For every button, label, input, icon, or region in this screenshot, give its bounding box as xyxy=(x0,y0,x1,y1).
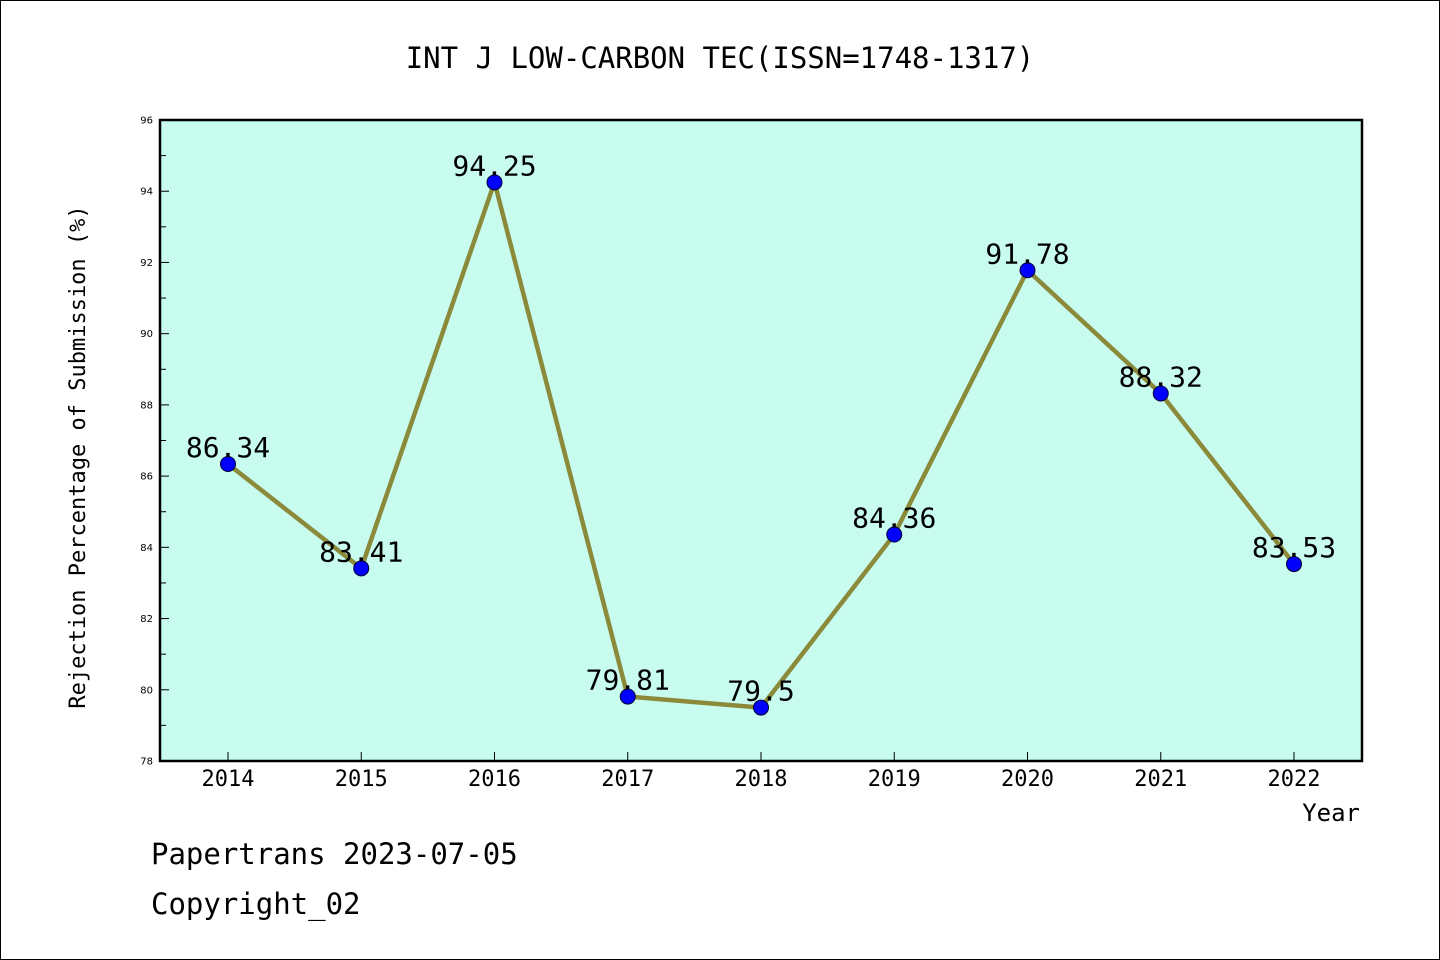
x-tick-label: 2022 xyxy=(1268,767,1321,792)
footer-copyright-text: Copyright_02 xyxy=(151,887,361,921)
x-tick-label: 2018 xyxy=(735,767,788,792)
chart-title: INT J LOW-CARBON TEC(ISSN=1748-1317) xyxy=(406,41,1035,75)
x-tick-label: 2015 xyxy=(335,767,388,792)
data-point-marker xyxy=(753,699,769,716)
data-label: 94.25 xyxy=(452,149,536,182)
data-label: 88.32 xyxy=(1119,360,1203,393)
plot-area xyxy=(158,118,1364,763)
series-layer xyxy=(220,174,1302,716)
data-point-marker xyxy=(1152,385,1169,402)
y-tick-label: 96 xyxy=(140,116,153,127)
x-tick-label: 2020 xyxy=(1001,767,1054,792)
data-label: 91.78 xyxy=(985,237,1069,270)
y-tick-label: 78 xyxy=(140,757,153,768)
data-point-marker xyxy=(1019,262,1036,279)
x-tick-label: 2014 xyxy=(202,767,255,792)
data-point-marker xyxy=(1286,556,1302,573)
data-label: 83.53 xyxy=(1252,531,1336,564)
y-tick-label: 94 xyxy=(140,187,153,198)
x-tick-label: 2016 xyxy=(468,767,521,792)
data-point-marker xyxy=(220,456,236,473)
y-axis: 78 80 82 84 86 88 90 92 94 96 xyxy=(140,116,169,768)
y-tick-label: 84 xyxy=(140,543,153,554)
y-tick-label: 80 xyxy=(140,685,153,696)
data-point-marker xyxy=(886,526,903,543)
data-labels: 86.34 83.41 94.25 79.81 79.5 84.36 91.78 88.32 8… xyxy=(186,149,1336,707)
x-tick-label: 2021 xyxy=(1134,767,1187,792)
x-tick-label: 2019 xyxy=(868,767,921,792)
x-axis: 2014 2015 2016 2017 2018 2019 2020 2021 2022 xyxy=(202,752,1321,792)
data-label: 84.36 xyxy=(852,502,936,535)
y-tick-label: 86 xyxy=(140,472,153,483)
data-point-marker xyxy=(353,560,370,577)
data-point-marker xyxy=(486,174,503,191)
x-tick-label: 2017 xyxy=(601,767,654,792)
data-label: 79.5 xyxy=(727,675,794,708)
x-axis-label: Year xyxy=(1302,799,1360,827)
y-tick-label: 90 xyxy=(140,329,153,340)
data-label: 86.34 xyxy=(186,431,270,464)
data-point-marker xyxy=(619,688,636,705)
data-label: 79.81 xyxy=(586,664,670,697)
y-tick-label: 92 xyxy=(140,258,153,269)
y-tick-label: 88 xyxy=(140,400,153,411)
footer-date-text: Papertrans 2023-07-05 xyxy=(151,837,518,871)
y-axis-label: Rejection Percentage of Submission (%) xyxy=(66,205,91,708)
y-tick-label: 82 xyxy=(140,614,153,625)
data-label: 83.41 xyxy=(319,535,403,568)
